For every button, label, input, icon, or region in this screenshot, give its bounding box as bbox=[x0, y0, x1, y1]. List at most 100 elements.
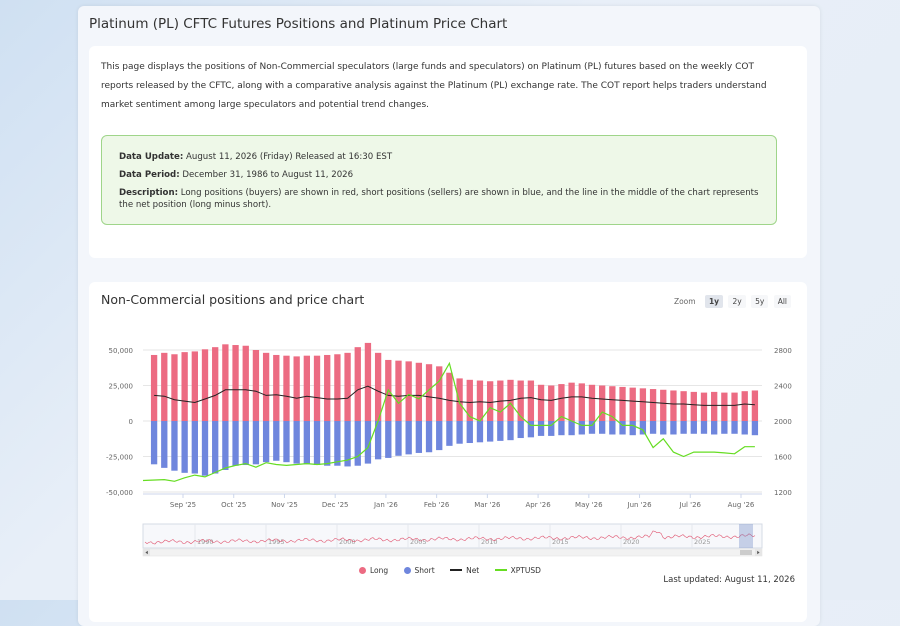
short-bar bbox=[548, 421, 555, 436]
short-bar bbox=[222, 421, 229, 470]
short-bar bbox=[313, 421, 321, 466]
x-tick-label: Jun '26 bbox=[627, 501, 653, 509]
long-bar bbox=[680, 391, 687, 421]
long-bar bbox=[273, 354, 280, 421]
legend-item-short[interactable]: Short bbox=[403, 566, 435, 575]
long-bar bbox=[262, 352, 270, 421]
zoom-1y-button[interactable]: 1y bbox=[704, 295, 724, 308]
short-bar bbox=[344, 421, 351, 467]
long-bar bbox=[599, 385, 606, 421]
long-bar bbox=[751, 390, 759, 421]
long-bar bbox=[344, 352, 351, 421]
short-bar bbox=[456, 421, 463, 444]
long-bar bbox=[313, 355, 321, 421]
legend-item-net[interactable]: Net bbox=[450, 566, 479, 575]
long-bar bbox=[436, 366, 443, 421]
long-bar bbox=[670, 390, 677, 421]
long-bar bbox=[150, 354, 158, 421]
navigator-scrollbar-track bbox=[142, 548, 763, 557]
legend-item-xptusd[interactable]: XPTUSD bbox=[494, 566, 541, 575]
navigator-frame bbox=[142, 523, 763, 549]
x-tick-label: Aug '26 bbox=[728, 501, 755, 509]
short-bar bbox=[578, 421, 585, 435]
short-swatch bbox=[403, 566, 411, 574]
long-bar bbox=[425, 364, 433, 421]
long-bar bbox=[191, 351, 198, 421]
zoom-label: Zoom bbox=[673, 297, 696, 306]
navigator-tick-label: 2025 bbox=[694, 538, 711, 546]
short-bar bbox=[150, 421, 158, 465]
short-bar bbox=[425, 421, 433, 453]
long-bar bbox=[303, 355, 310, 421]
short-bar bbox=[181, 421, 188, 473]
long-bar bbox=[619, 386, 626, 421]
long-bar bbox=[548, 385, 555, 421]
long-bar bbox=[700, 392, 708, 421]
long-bar bbox=[232, 345, 239, 421]
short-bar bbox=[680, 421, 687, 434]
long-bar bbox=[252, 350, 260, 421]
chart-card: Non-Commercial positions and price chart… bbox=[89, 282, 807, 622]
long-bar bbox=[374, 352, 382, 421]
zoom-5y-button[interactable]: 5y bbox=[751, 295, 769, 308]
short-bar bbox=[242, 421, 249, 466]
long-bar bbox=[395, 360, 402, 421]
short-bar bbox=[262, 421, 270, 463]
short-bar bbox=[558, 421, 565, 436]
last-updated-text: Last updated: August 11, 2026 bbox=[663, 575, 795, 585]
zoom-all-button[interactable]: All bbox=[773, 295, 791, 308]
long-bar bbox=[283, 355, 290, 421]
short-bar bbox=[171, 421, 178, 471]
long-bar bbox=[568, 382, 575, 421]
long-bar bbox=[486, 381, 494, 421]
data-period-row: Data Period: December 31, 1986 to August… bbox=[119, 169, 759, 181]
short-bar bbox=[334, 421, 341, 466]
short-bar bbox=[700, 421, 708, 434]
scroll-left-arrow-icon bbox=[145, 550, 148, 555]
x-tick-label: Apr '26 bbox=[526, 501, 552, 509]
legend-net-label: Net bbox=[466, 565, 480, 575]
description-value: Long positions (buyers) are shown in red… bbox=[119, 188, 759, 210]
short-bar bbox=[497, 421, 504, 441]
navigator-tick-label: 1990 bbox=[197, 538, 214, 546]
x-tick-label: Sep '25 bbox=[170, 501, 196, 509]
y-left-tick-label: 50,000 bbox=[109, 347, 134, 355]
data-update-label: Data Update: bbox=[119, 152, 184, 162]
long-bar bbox=[741, 391, 748, 421]
positions-price-chart: 50,000 25,000 0 -25,000 -50,000 2800 2400 2000 1… bbox=[106, 342, 792, 557]
long-bar bbox=[334, 354, 341, 421]
x-tick-label: Jul '26 bbox=[679, 501, 702, 509]
long-bar bbox=[578, 383, 585, 421]
long-bar bbox=[629, 387, 636, 421]
short-bar bbox=[446, 421, 453, 446]
short-bar bbox=[161, 421, 168, 468]
long-bar bbox=[415, 362, 423, 421]
long-bar bbox=[364, 342, 372, 421]
short-bar bbox=[660, 421, 667, 435]
short-bar bbox=[649, 421, 657, 434]
zoom-2y-button[interactable]: 2y bbox=[728, 295, 746, 308]
legend-item-long[interactable]: Long bbox=[359, 566, 388, 575]
long-bar bbox=[731, 392, 738, 421]
short-bar bbox=[191, 421, 198, 474]
long-bar bbox=[354, 347, 361, 421]
long-bar bbox=[446, 372, 453, 421]
navigator-selection bbox=[739, 524, 753, 548]
short-bar bbox=[476, 421, 484, 443]
navigator-tick-label: 2020 bbox=[623, 538, 640, 546]
short-bar bbox=[609, 421, 616, 435]
y-right-tick-label: 2800 bbox=[774, 347, 792, 355]
short-bar bbox=[364, 421, 372, 464]
navigator-tick-label: 2015 bbox=[552, 538, 569, 546]
long-bar bbox=[527, 380, 535, 421]
short-bar bbox=[639, 421, 647, 435]
short-bar bbox=[517, 421, 524, 439]
short-bar bbox=[486, 421, 494, 442]
y-right-tick-label: 2400 bbox=[774, 383, 792, 391]
long-bar bbox=[721, 392, 728, 421]
short-bar bbox=[629, 421, 636, 436]
x-tick-label: Nov '25 bbox=[271, 501, 298, 509]
long-swatch bbox=[359, 566, 366, 574]
short-bar bbox=[670, 421, 677, 435]
long-bar bbox=[660, 389, 667, 421]
